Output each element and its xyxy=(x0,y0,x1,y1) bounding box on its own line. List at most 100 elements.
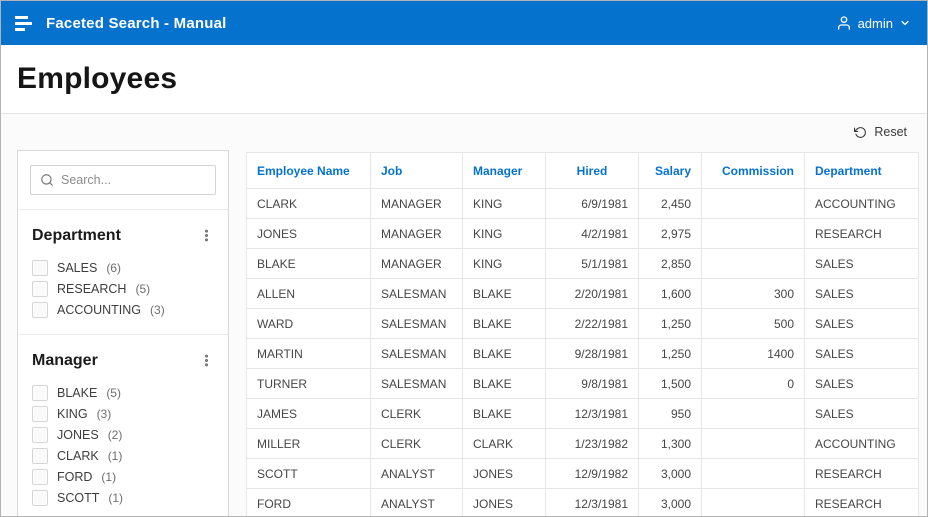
table-cell: SALESMAN xyxy=(370,338,463,369)
facet-checkbox-sales[interactable] xyxy=(32,259,48,276)
hamburger-menu-icon[interactable] xyxy=(15,15,33,31)
table-cell: 2,850 xyxy=(638,248,702,279)
table-cell: SALESMAN xyxy=(370,278,463,309)
table-row: MILLER CLERK CLARK 1/23/1982 1,300 ACCOUNTING xyxy=(246,428,919,459)
facet-actions-menu-button[interactable] xyxy=(197,351,216,370)
facet-item-count: (5) xyxy=(106,385,121,400)
table-cell: 0 xyxy=(701,368,805,399)
chevron-down-icon xyxy=(901,20,909,26)
content-region: Reset Department SALES (6) RESEARCH (5) ACCOU… xyxy=(1,114,927,516)
facet-item-label: KING xyxy=(57,406,88,421)
facet-item-label: SALES xyxy=(57,260,98,275)
facet-search-box xyxy=(30,165,216,195)
table-cell: CLARK xyxy=(462,428,546,459)
table-cell xyxy=(701,458,805,489)
reset-label: Reset xyxy=(874,125,907,139)
table-cell: ALLEN xyxy=(246,278,371,309)
table-row: TURNER SALESMAN BLAKE 9/8/1981 1,500 0 SALES xyxy=(246,368,919,399)
table-cell xyxy=(701,428,805,459)
facet-checkbox-jones[interactable] xyxy=(32,426,48,443)
facet-checkbox-scott[interactable] xyxy=(32,489,48,506)
reset-button[interactable]: Reset xyxy=(854,125,907,139)
table-cell: JONES xyxy=(462,488,546,516)
facet-item-label: SCOTT xyxy=(57,490,100,505)
facet-item-count: (3) xyxy=(150,302,165,317)
facet-checkbox-ford[interactable] xyxy=(32,468,48,485)
table-cell: CLERK xyxy=(370,398,463,429)
table-cell: 1,500 xyxy=(638,368,702,399)
facet-item: FORD (1) xyxy=(32,466,216,487)
facet-actions-menu-button[interactable] xyxy=(197,226,216,245)
facet-group-department: Department SALES (6) RESEARCH (5) ACCOUNTING (… xyxy=(18,210,228,334)
table-cell: BLAKE xyxy=(462,398,546,429)
table-cell: 1400 xyxy=(701,338,805,369)
facet-item-label: CLARK xyxy=(57,448,99,463)
column-header-salary[interactable]: Salary xyxy=(638,152,702,189)
table-cell: BLAKE xyxy=(462,308,546,339)
table-cell: CLERK xyxy=(370,428,463,459)
title-bar: Employees xyxy=(1,45,927,114)
facet-group-manager: Manager BLAKE (5) KING (3) JONES (2) CLARK (1) FO… xyxy=(18,335,228,516)
table-row: JONES MANAGER KING 4/2/1981 2,975 RESEARCH xyxy=(246,218,919,249)
user-icon xyxy=(837,16,850,30)
table-row: BLAKE MANAGER KING 5/1/1981 2,850 SALES xyxy=(246,248,919,279)
table-cell: MILLER xyxy=(246,428,371,459)
table-cell xyxy=(701,488,805,516)
reset-icon xyxy=(854,126,867,138)
table-cell: 12/3/1981 xyxy=(545,488,639,516)
facet-item-count: (1) xyxy=(108,490,124,505)
table-cell: 12/3/1981 xyxy=(545,398,639,429)
table-cell: 2/22/1981 xyxy=(545,308,639,339)
column-header-manager[interactable]: Manager xyxy=(462,152,546,189)
facet-checkbox-blake[interactable] xyxy=(32,384,48,401)
user-label: admin xyxy=(857,15,893,31)
table-cell: SALES xyxy=(804,338,919,369)
employees-report: Employee Name Job Manager Hired Salary Commis… xyxy=(246,150,919,516)
facet-title: Department xyxy=(32,226,121,244)
facet-header: Department xyxy=(32,226,216,245)
facet-item: ACCOUNTING (3) xyxy=(32,299,216,320)
facet-checkbox-research[interactable] xyxy=(32,280,48,297)
table-cell: 1,250 xyxy=(638,308,702,339)
table-cell: 4/2/1981 xyxy=(545,218,639,249)
table-cell: JONES xyxy=(246,218,371,249)
table-cell: 1/23/1982 xyxy=(545,428,639,459)
facet-checkbox-king[interactable] xyxy=(32,405,48,422)
kebab-icon xyxy=(205,229,209,242)
user-menu[interactable]: admin xyxy=(836,15,911,31)
table-cell: ANALYST xyxy=(370,458,463,489)
column-header-commission[interactable]: Commission xyxy=(701,152,805,189)
column-header-job[interactable]: Job xyxy=(370,152,463,189)
table-cell: CLARK xyxy=(246,188,371,219)
table-cell: RESEARCH xyxy=(804,488,919,516)
table-cell: RESEARCH xyxy=(804,458,919,489)
column-header-hired[interactable]: Hired xyxy=(545,152,639,189)
table-cell: SALESMAN xyxy=(370,368,463,399)
table-cell: KING xyxy=(462,248,546,279)
facet-header: Manager xyxy=(32,351,216,370)
facet-item: BLAKE (5) xyxy=(32,382,216,403)
facet-search-input[interactable] xyxy=(61,173,206,187)
column-header-department[interactable]: Department xyxy=(804,152,919,189)
table-cell: 9/28/1981 xyxy=(545,338,639,369)
table-cell: 2,450 xyxy=(638,188,702,219)
table-cell: SALES xyxy=(804,278,919,309)
table-cell: SCOTT xyxy=(246,458,371,489)
facet-item-label: FORD xyxy=(57,469,93,484)
table-cell: MANAGER xyxy=(370,248,463,279)
table-cell: ACCOUNTING xyxy=(804,428,919,459)
column-header-employee-name[interactable]: Employee Name xyxy=(246,152,371,189)
table-cell: KING xyxy=(462,218,546,249)
table-cell: SALES xyxy=(804,368,919,399)
facet-checkbox-clark[interactable] xyxy=(32,447,48,464)
table-cell: MANAGER xyxy=(370,188,463,219)
facet-item-count: (3) xyxy=(96,406,112,421)
app-title: Faceted Search - Manual xyxy=(46,14,227,32)
employees-table: Employee Name Job Manager Hired Salary Commis… xyxy=(246,152,919,516)
table-cell xyxy=(701,188,805,219)
facet-item-label: BLAKE xyxy=(57,385,98,400)
facet-checkbox-accounting[interactable] xyxy=(32,301,48,318)
facets-sidebar: Department SALES (6) RESEARCH (5) ACCOUNTING (… xyxy=(17,150,229,516)
table-cell: 950 xyxy=(638,398,702,429)
table-row: ALLEN SALESMAN BLAKE 2/20/1981 1,600 300 SALES xyxy=(246,278,919,309)
